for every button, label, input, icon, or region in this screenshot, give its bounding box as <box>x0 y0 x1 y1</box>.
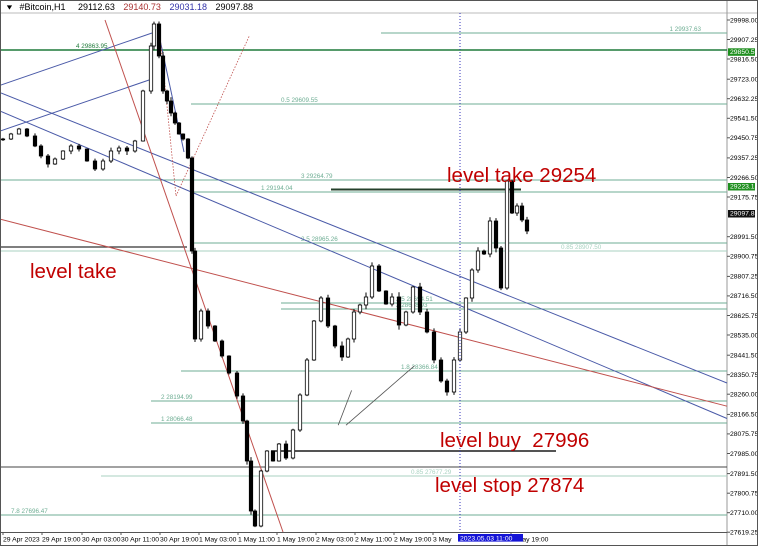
svg-text:29 Apr 19:00: 29 Apr 19:00 <box>42 537 81 544</box>
svg-text:27619.25: 27619.25 <box>730 530 757 537</box>
svg-text:3 May: 3 May <box>433 537 452 544</box>
svg-text:28260.00: 28260.00 <box>730 392 757 399</box>
svg-text:0.5 29609.55: 0.5 29609.55 <box>281 97 318 104</box>
svg-text:28350.75: 28350.75 <box>730 372 757 379</box>
svg-text:7.8 27696.47: 7.8 27696.47 <box>11 508 48 515</box>
svg-text:1 May 19:00: 1 May 19:00 <box>277 537 315 544</box>
svg-text:1 May 03:00: 1 May 03:00 <box>199 537 237 544</box>
svg-text:1 28066.48: 1 28066.48 <box>161 416 193 423</box>
svg-text:29632.25: 29632.25 <box>730 96 757 103</box>
svg-text:29 Apr 2023: 29 Apr 2023 <box>3 537 40 544</box>
svg-text:28625.75: 28625.75 <box>730 313 757 320</box>
svg-text:2 May 11:00: 2 May 11:00 <box>355 537 392 544</box>
svg-text:29175.75: 29175.75 <box>730 194 757 201</box>
svg-text:2023.05.03 11:00: 2023.05.03 11:00 <box>460 535 513 542</box>
svg-text:28900.75: 28900.75 <box>730 254 757 261</box>
svg-text:27891.50: 27891.50 <box>730 471 757 478</box>
svg-text:29816.50: 29816.50 <box>730 56 757 63</box>
svg-text:1 May 11:00: 1 May 11:00 <box>238 537 275 544</box>
svg-text:29357.25: 29357.25 <box>730 155 757 162</box>
svg-text:28716.50: 28716.50 <box>730 293 757 300</box>
svg-text:29266.50: 29266.50 <box>730 175 757 182</box>
svg-text:1 29937.63: 1 29937.63 <box>669 26 701 33</box>
svg-text:2 May 19:00: 2 May 19:00 <box>394 537 432 544</box>
svg-text:2 28194.99: 2 28194.99 <box>161 394 193 401</box>
svg-text:28535.00: 28535.00 <box>730 332 757 339</box>
svg-text:29850.50: 29850.50 <box>730 49 757 56</box>
svg-text:30 Apr 03:00: 30 Apr 03:00 <box>82 537 121 544</box>
svg-text:level take 29254: level take 29254 <box>447 164 596 187</box>
svg-text:level take: level take <box>30 260 117 283</box>
svg-text:29450.75: 29450.75 <box>730 135 757 142</box>
svg-text:29541.50: 29541.50 <box>730 116 757 123</box>
svg-text:2 May 03:00: 2 May 03:00 <box>316 537 354 544</box>
svg-text:30 Apr 19:00: 30 Apr 19:00 <box>160 537 199 544</box>
svg-text:0.85 28907.50: 0.85 28907.50 <box>561 244 602 251</box>
svg-text:30 Apr 11:00: 30 Apr 11:00 <box>121 537 159 544</box>
svg-text:29223.18: 29223.18 <box>730 184 757 191</box>
svg-text:28441.50: 28441.50 <box>730 353 757 360</box>
svg-text:27985.00: 27985.00 <box>730 451 757 458</box>
svg-text:29723.00: 29723.00 <box>730 77 757 84</box>
svg-text:28075.75: 28075.75 <box>730 431 757 438</box>
svg-text:29998.00: 29998.00 <box>730 17 757 24</box>
svg-text:1.8 28366.84: 1.8 28366.84 <box>401 364 438 371</box>
svg-text:level stop 27874: level stop 27874 <box>435 474 584 497</box>
svg-text:3 29264.79: 3 29264.79 <box>301 173 333 180</box>
svg-text:4 29863.95: 4 29863.95 <box>76 43 108 50</box>
svg-text:1 29194.04: 1 29194.04 <box>261 185 293 192</box>
svg-text:29097.88: 29097.88 <box>730 211 757 218</box>
svg-text:28166.50: 28166.50 <box>730 412 757 419</box>
svg-text:27800.75: 27800.75 <box>730 491 757 498</box>
svg-text:29907.25: 29907.25 <box>730 37 757 44</box>
svg-text:27710.00: 27710.00 <box>730 510 757 517</box>
svg-text:28991.50: 28991.50 <box>730 234 757 241</box>
svg-text:28807.25: 28807.25 <box>730 274 757 281</box>
svg-text:2.5 28965.26: 2.5 28965.26 <box>301 236 338 243</box>
svg-text:level buy 27996: level buy 27996 <box>440 429 589 452</box>
